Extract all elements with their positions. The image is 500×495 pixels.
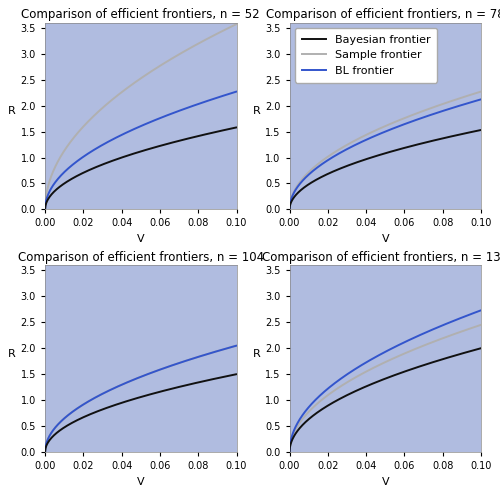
Y-axis label: R: R	[8, 348, 16, 358]
Legend: Bayesian frontier, Sample frontier, BL frontier: Bayesian frontier, Sample frontier, BL f…	[295, 28, 438, 83]
Title: Comparison of efficient frontiers, n = 104: Comparison of efficient frontiers, n = 1…	[18, 251, 264, 264]
Y-axis label: R: R	[253, 348, 260, 358]
Title: Comparison of efficient frontiers, n = 130: Comparison of efficient frontiers, n = 1…	[262, 251, 500, 264]
X-axis label: V: V	[382, 477, 389, 487]
Y-axis label: R: R	[8, 106, 16, 116]
X-axis label: V: V	[382, 234, 389, 244]
X-axis label: V: V	[137, 477, 144, 487]
Title: Comparison of efficient frontiers, n = 52: Comparison of efficient frontiers, n = 5…	[22, 8, 260, 21]
Y-axis label: R: R	[253, 106, 260, 116]
X-axis label: V: V	[137, 234, 144, 244]
Title: Comparison of efficient frontiers, n = 78: Comparison of efficient frontiers, n = 7…	[266, 8, 500, 21]
